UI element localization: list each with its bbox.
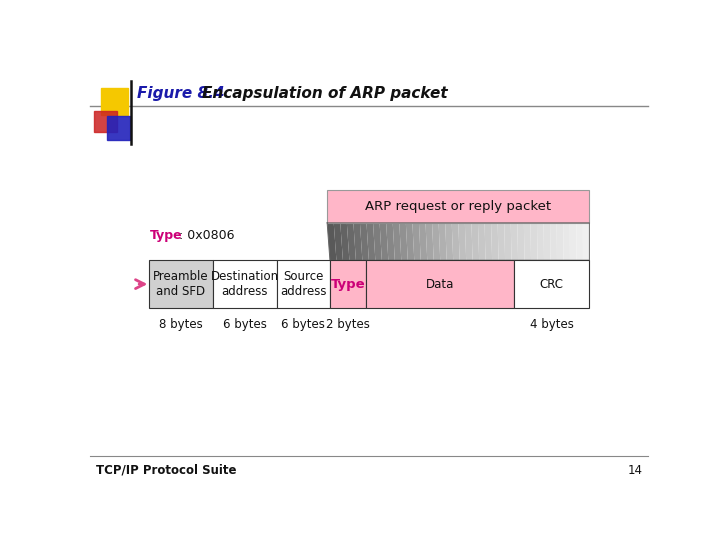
- Text: CRC: CRC: [540, 278, 564, 291]
- Text: 6 bytes: 6 bytes: [282, 319, 325, 332]
- Text: Type: Type: [330, 278, 365, 291]
- Polygon shape: [531, 223, 538, 260]
- Bar: [94, 111, 117, 132]
- Polygon shape: [347, 223, 356, 260]
- Polygon shape: [570, 223, 577, 260]
- Text: 2 bytes: 2 bytes: [326, 319, 370, 332]
- Polygon shape: [544, 223, 551, 260]
- Polygon shape: [478, 223, 485, 260]
- Polygon shape: [459, 223, 466, 260]
- Polygon shape: [341, 223, 349, 260]
- Text: TCP/IP Protocol Suite: TCP/IP Protocol Suite: [96, 464, 236, 477]
- Text: Figure 8.4: Figure 8.4: [138, 86, 225, 102]
- Polygon shape: [576, 223, 583, 260]
- Polygon shape: [517, 223, 525, 260]
- Polygon shape: [354, 223, 362, 260]
- Text: Type: Type: [150, 229, 182, 242]
- Polygon shape: [373, 223, 382, 260]
- Bar: [330, 260, 366, 308]
- Polygon shape: [379, 223, 388, 260]
- Polygon shape: [498, 223, 505, 260]
- Polygon shape: [386, 223, 395, 260]
- Bar: [366, 260, 514, 308]
- Polygon shape: [583, 223, 590, 260]
- Polygon shape: [327, 223, 336, 260]
- Polygon shape: [406, 223, 414, 260]
- Polygon shape: [557, 223, 564, 260]
- Polygon shape: [524, 223, 531, 260]
- Polygon shape: [438, 223, 446, 260]
- Polygon shape: [445, 223, 453, 260]
- Polygon shape: [510, 223, 518, 260]
- Bar: [277, 260, 330, 308]
- Text: Preamble
and SFD: Preamble and SFD: [153, 270, 209, 298]
- Polygon shape: [400, 223, 408, 260]
- Polygon shape: [413, 223, 420, 260]
- Text: Destination
address: Destination address: [211, 270, 279, 298]
- Polygon shape: [419, 223, 427, 260]
- Text: 14: 14: [627, 464, 642, 477]
- Bar: [327, 190, 590, 223]
- Polygon shape: [360, 223, 369, 260]
- Bar: [213, 260, 277, 308]
- Text: 4 bytes: 4 bytes: [530, 319, 574, 332]
- Polygon shape: [451, 223, 459, 260]
- Polygon shape: [537, 223, 544, 260]
- Text: Source
address: Source address: [280, 270, 327, 298]
- Polygon shape: [426, 223, 433, 260]
- Bar: [107, 116, 130, 140]
- Polygon shape: [550, 223, 557, 260]
- Text: 6 bytes: 6 bytes: [223, 319, 267, 332]
- Text: Data: Data: [426, 278, 454, 291]
- Polygon shape: [432, 223, 440, 260]
- Polygon shape: [465, 223, 472, 260]
- Polygon shape: [333, 223, 343, 260]
- Polygon shape: [366, 223, 375, 260]
- Text: ARP request or reply packet: ARP request or reply packet: [365, 200, 552, 213]
- Bar: [101, 87, 128, 114]
- Polygon shape: [491, 223, 498, 260]
- Polygon shape: [504, 223, 512, 260]
- Polygon shape: [563, 223, 570, 260]
- Polygon shape: [472, 223, 479, 260]
- Text: Encapsulation of ARP packet: Encapsulation of ARP packet: [202, 86, 447, 102]
- Bar: [514, 260, 590, 308]
- Text: : 0x0806: : 0x0806: [179, 229, 235, 242]
- Text: 8 bytes: 8 bytes: [159, 319, 202, 332]
- Polygon shape: [392, 223, 401, 260]
- Polygon shape: [485, 223, 492, 260]
- Bar: [148, 260, 213, 308]
